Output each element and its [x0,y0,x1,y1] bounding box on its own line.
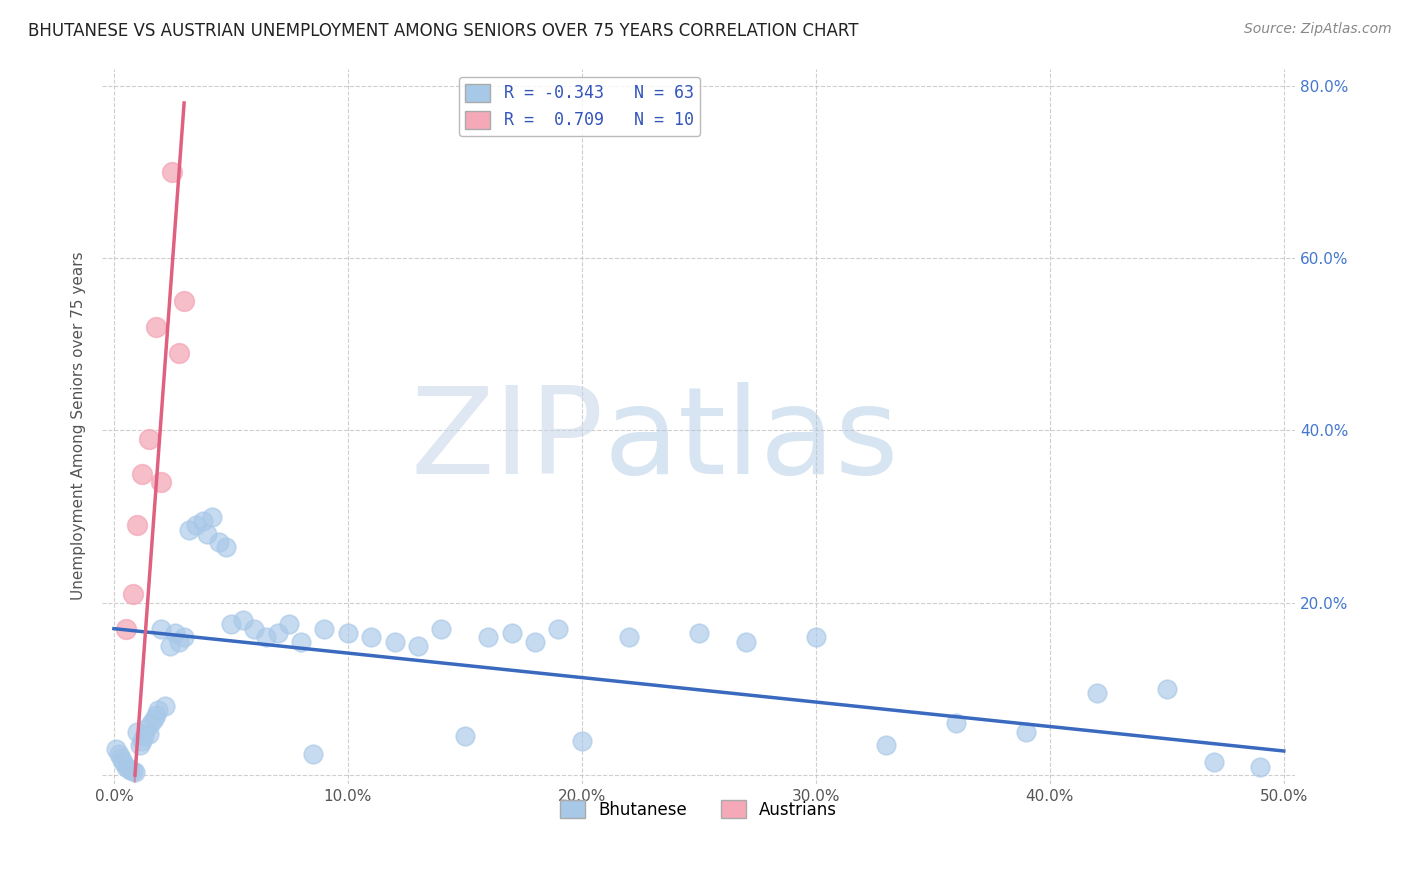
Point [159,639,181,653]
Text: ZIP: ZIP [411,382,603,499]
Point [124,764,146,779]
Point [163,626,186,640]
Point [148,704,170,718]
Point [107,747,129,761]
Point [134,729,156,743]
Point [169,346,191,360]
Point [173,630,195,644]
Point [254,630,277,644]
Point [301,747,323,761]
Point [117,761,139,775]
Point [197,526,219,541]
Point [1156,681,1178,696]
Point [232,613,254,627]
Point [110,751,132,765]
Point [131,467,153,481]
Point [617,630,640,644]
Point [177,523,200,537]
Point [169,634,191,648]
Point [135,721,157,735]
Point [290,634,312,648]
Point [688,626,710,640]
Point [120,763,142,777]
Point [336,626,359,640]
Point [430,622,453,636]
Point [215,540,238,554]
Point [278,617,301,632]
Point [314,622,336,636]
Point [208,535,231,549]
Text: BHUTANESE VS AUSTRIAN UNEMPLOYMENT AMONG SENIORS OVER 75 YEARS CORRELATION CHART: BHUTANESE VS AUSTRIAN UNEMPLOYMENT AMONG… [28,22,859,40]
Point [173,294,195,309]
Y-axis label: Unemployment Among Seniors over 75 years: Unemployment Among Seniors over 75 years [72,252,86,600]
Point [384,634,406,648]
Text: atlas: atlas [603,382,898,499]
Point [121,587,143,601]
Point [141,716,163,731]
Point [138,727,160,741]
Point [127,725,149,739]
Point [501,626,523,640]
Point [149,475,172,490]
Point [191,514,214,528]
Point [127,518,149,533]
Point [406,639,429,653]
Point [138,432,160,446]
Text: Source: ZipAtlas.com: Source: ZipAtlas.com [1244,22,1392,37]
Point [1015,725,1038,739]
Point [155,699,177,714]
Point [360,630,382,644]
Point [243,622,266,636]
Point [184,518,207,533]
Point [131,733,153,747]
Point [201,509,224,524]
Point [1202,755,1225,769]
Point [114,622,136,636]
Point [145,707,167,722]
Legend: Bhutanese, Austrians: Bhutanese, Austrians [554,794,844,825]
Point [734,634,756,648]
Point [571,733,593,747]
Point [112,755,135,769]
Point [105,742,128,756]
Point [219,617,242,632]
Point [477,630,499,644]
Point [1249,759,1271,773]
Point [267,626,290,640]
Point [547,622,569,636]
Point [945,716,967,731]
Point [149,622,172,636]
Point [524,634,547,648]
Point [454,729,477,743]
Point [145,320,167,334]
Point [121,764,143,778]
Point [114,759,136,773]
Point [128,738,150,752]
Point [142,712,165,726]
Point [804,630,827,644]
Point [875,738,897,752]
Point [162,165,184,179]
Point [1085,686,1108,700]
